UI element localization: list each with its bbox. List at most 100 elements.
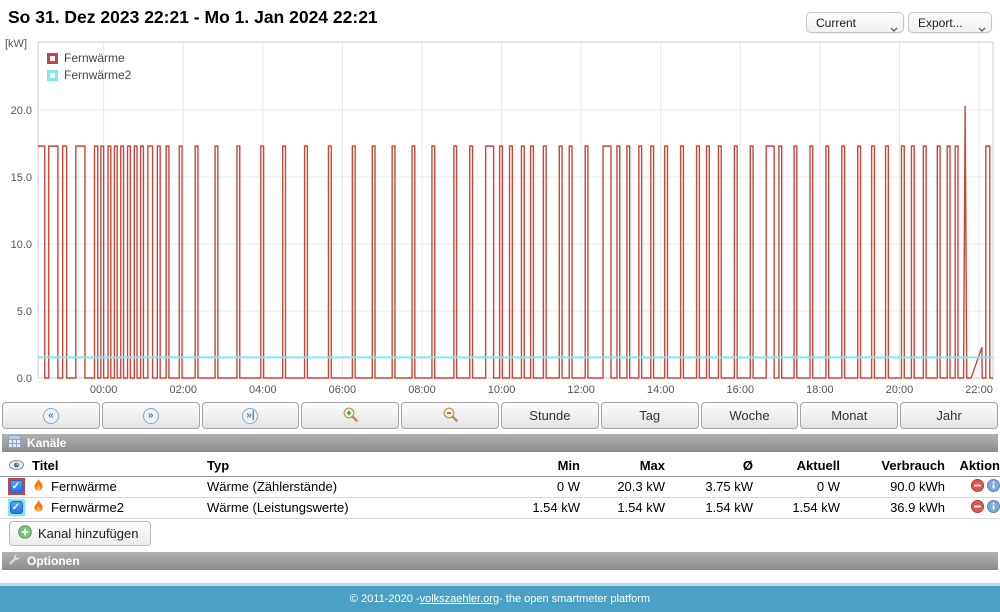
wrench-icon (8, 553, 21, 569)
action-column-header: Aktion (959, 457, 1000, 473)
svg-text:20:00: 20:00 (886, 384, 914, 396)
svg-text:18:00: 18:00 (806, 384, 834, 396)
svg-text:20.0: 20.0 (11, 105, 32, 117)
svg-text:5.0: 5.0 (17, 306, 32, 318)
add-channel-button[interactable]: Kanal hinzufügen (9, 521, 152, 546)
channel-current: 1.54 kW (792, 500, 840, 515)
zoom-out-button[interactable] (401, 402, 499, 429)
channel-color-swatch: ✓ (7, 478, 25, 495)
chart-toolbar: « » »| St (2, 402, 998, 429)
jump-to-now-button[interactable]: »| (201, 402, 300, 429)
footer: © 2011-2020 - volkszaehler.org - the ope… (0, 586, 1000, 612)
channel-info-icon[interactable] (987, 499, 1000, 516)
svg-text:14:00: 14:00 (647, 384, 675, 396)
channel-consumption: 36.9 kWh (890, 500, 945, 515)
channel-consumption: 90.0 kWh (890, 479, 945, 494)
move-back-button[interactable]: « (2, 402, 100, 429)
remove-channel-icon[interactable] (971, 478, 984, 495)
title-column-header: Titel (32, 457, 59, 473)
range-year-button[interactable]: Jahr (900, 402, 998, 429)
range-day-button[interactable]: Tag (600, 402, 699, 429)
range-hour-button[interactable]: Stunde (500, 402, 599, 429)
legend-swatch-red (47, 52, 58, 64)
svg-text:02:00: 02:00 (169, 384, 197, 396)
options-section-header: Optionen (2, 552, 998, 570)
svg-text:15.0: 15.0 (11, 172, 32, 184)
flame-icon (32, 499, 45, 517)
visibility-column-header (0, 455, 32, 476)
legend-item-fernwaerme: Fernwärme (47, 51, 131, 65)
channels-section-title: Kanäle (27, 436, 67, 450)
chart-legend: Fernwärme Fernwärme2 (47, 51, 131, 82)
channel-typ: Wärme (Leistungswerte) (207, 500, 349, 515)
legend-item-fernwaerme2: Fernwärme2 (47, 68, 131, 82)
svg-text:04:00: 04:00 (249, 384, 277, 396)
page-title: So 31. Dez 2023 22:21 - Mo 1. Jan 2024 2… (8, 7, 378, 27)
svg-text:10:00: 10:00 (488, 384, 516, 396)
channel-typ: Wärme (Zählerstände) (207, 479, 338, 494)
svg-text:0.0: 0.0 (17, 373, 32, 385)
legend-label: Fernwärme (64, 51, 125, 65)
svg-text:16:00: 16:00 (727, 384, 755, 396)
range-month-button[interactable]: Monat (800, 402, 899, 429)
chart-canvas[interactable]: 0.0 5.0 10.0 15.0 20.0 00:00 02:00 04:00 06:00 08… (0, 34, 1000, 398)
zoom-in-icon (342, 406, 359, 426)
min-column-header: Min (557, 457, 580, 473)
footer-accent-strip (0, 583, 1000, 586)
view-select[interactable]: Current (806, 12, 904, 33)
footer-link[interactable]: volkszaehler.org (419, 593, 500, 605)
export-select[interactable]: Export... (908, 12, 992, 33)
options-section-title: Optionen (27, 554, 80, 568)
svg-text:12:00: 12:00 (567, 384, 595, 396)
channel-max: 1.54 kW (617, 500, 665, 515)
range-week-button[interactable]: Woche (700, 402, 799, 429)
svg-text:[kW]: [kW] (5, 38, 27, 50)
channel-title: Fernwärme2 (51, 500, 124, 515)
add-channel-label: Kanal hinzufügen (38, 526, 139, 541)
svg-text:10.0: 10.0 (11, 239, 32, 251)
channels-table: Titel Typ Min Max Ø Aktuell Verbrauch Ak… (0, 455, 1000, 519)
top-controls: Current Export... (806, 12, 992, 33)
typ-column-header: Typ (207, 457, 230, 473)
channel-min: 0 W (556, 479, 580, 494)
channel-max: 20.3 kW (617, 479, 665, 494)
channel-info-icon[interactable] (987, 478, 1000, 495)
channel-visibility-checkbox[interactable]: ✓ (9, 501, 23, 514)
svg-text:00:00: 00:00 (90, 384, 118, 396)
plus-icon (18, 525, 32, 542)
channel-current: 0 W (816, 479, 840, 494)
table-grid-icon (8, 435, 21, 451)
svg-text:08:00: 08:00 (408, 384, 436, 396)
double-left-arrow-icon: « (42, 407, 59, 424)
channel-row-fernwaerme2: ✓ Fernwärme2 Wärme (Leistungsw (0, 497, 1000, 518)
channel-color-swatch: ✓ (7, 499, 25, 516)
move-forward-button[interactable]: » (101, 402, 200, 429)
zoom-out-icon (442, 406, 459, 426)
svg-text:06:00: 06:00 (329, 384, 357, 396)
zoom-in-button[interactable] (301, 402, 400, 429)
legend-label: Fernwärme2 (64, 68, 132, 82)
channel-title: Fernwärme (51, 479, 117, 494)
current-column-header: Aktuell (796, 457, 840, 473)
svg-text:22:00: 22:00 (965, 384, 993, 396)
channel-visibility-checkbox[interactable]: ✓ (9, 480, 23, 493)
eye-icon (8, 458, 24, 473)
max-column-header: Max (639, 457, 665, 473)
flame-icon (32, 478, 45, 496)
consumption-column-header: Verbrauch (881, 457, 945, 473)
skip-to-end-icon: »| (242, 407, 259, 424)
channel-row-fernwaerme: ✓ Fernwärme Wärme (Zählerständ (0, 476, 1000, 497)
footer-tagline: - the open smartmeter platform (499, 593, 651, 605)
channels-header-row: Titel Typ Min Max Ø Aktuell Verbrauch Ak… (0, 455, 1000, 476)
footer-copyright: © 2011-2020 - (349, 593, 420, 605)
double-right-arrow-icon: » (142, 407, 159, 424)
avg-column-header: Ø (742, 457, 753, 473)
legend-swatch-cyan (47, 69, 58, 81)
channels-section-header: Kanäle (2, 434, 998, 452)
channel-avg: 1.54 kW (705, 500, 753, 515)
chart-area[interactable]: 0.0 5.0 10.0 15.0 20.0 00:00 02:00 04:00 06:00 08… (0, 34, 1000, 398)
remove-channel-icon[interactable] (971, 499, 984, 516)
channel-avg: 3.75 kW (705, 479, 753, 494)
channel-min: 1.54 kW (532, 500, 580, 515)
